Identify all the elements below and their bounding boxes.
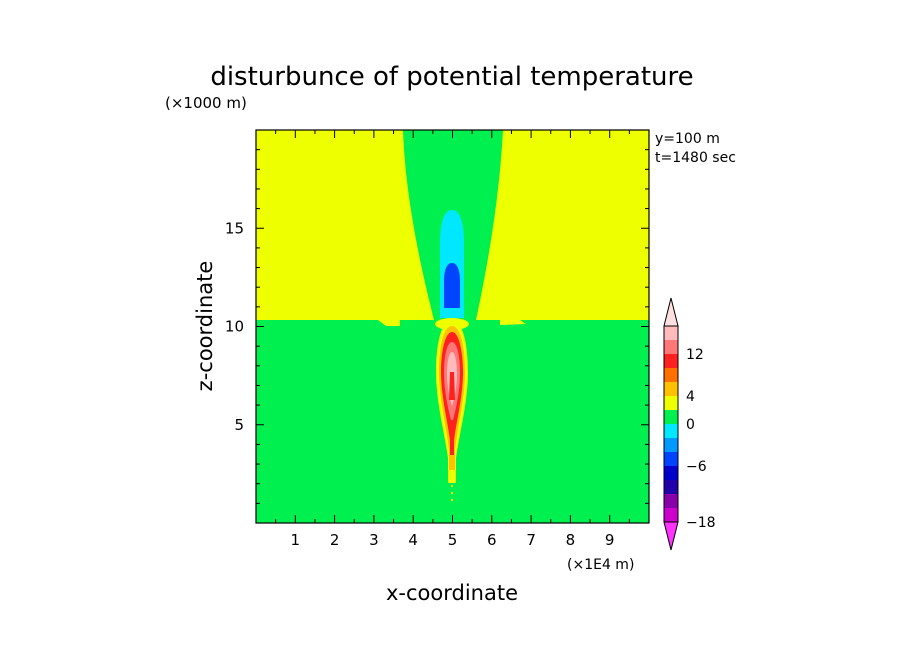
warm-plume-inner-red bbox=[449, 372, 455, 400]
x-tick-label: 3 bbox=[369, 531, 379, 549]
colorbar-band bbox=[664, 354, 678, 368]
y-unit-label: (×1000 m) bbox=[165, 94, 247, 112]
x-tick-label: 7 bbox=[526, 531, 536, 549]
plot-area bbox=[256, 130, 649, 523]
colorbar-band bbox=[664, 340, 678, 354]
colorbar-tick-label: 4 bbox=[686, 389, 695, 405]
colorbar-tick-label: −6 bbox=[686, 459, 707, 475]
x-tick-label: 6 bbox=[487, 531, 497, 549]
chart-title: disturbunce of potential temperature bbox=[210, 62, 693, 92]
x-tick-label: 4 bbox=[408, 531, 418, 549]
x-tick-label: 5 bbox=[448, 531, 458, 549]
colorbar-band bbox=[664, 508, 678, 522]
colorbar: 12 4 0 −6 −18 bbox=[663, 297, 716, 551]
y-tick-label: 5 bbox=[234, 416, 244, 434]
annotation-y: y=100 m bbox=[655, 131, 720, 147]
colorbar-tick-label: −18 bbox=[686, 515, 716, 531]
x-axis-title: x-coordinate bbox=[386, 581, 518, 605]
x-tick-label: 9 bbox=[605, 531, 615, 549]
colorbar-band bbox=[664, 368, 678, 382]
cold-anomaly-core bbox=[444, 263, 460, 308]
colorbar-band bbox=[664, 452, 678, 466]
colorbar-band bbox=[664, 480, 678, 494]
annotation-t: t=1480 sec bbox=[655, 150, 736, 166]
y-axis-ticks: 5 10 15 bbox=[225, 129, 649, 524]
y-tick-label: 15 bbox=[225, 219, 244, 237]
colorbar-band bbox=[664, 410, 678, 424]
x-tick-label: 1 bbox=[291, 531, 301, 549]
interface-step-right bbox=[500, 320, 526, 325]
colorbar-band bbox=[664, 424, 678, 438]
x-tick-label: 8 bbox=[566, 531, 576, 549]
colorbar-tick-label: 0 bbox=[686, 417, 695, 433]
x-tick-label: 2 bbox=[330, 531, 340, 549]
colorbar-band bbox=[664, 438, 678, 452]
colorbar-frame bbox=[663, 325, 679, 523]
colorbar-band bbox=[664, 466, 678, 480]
colorbar-bottom-extension bbox=[663, 521, 679, 551]
colorbar-band bbox=[664, 494, 678, 508]
x-axis-ticks: 1 2 3 4 5 6 7 8 9 bbox=[255, 130, 650, 549]
interface-step-left bbox=[378, 320, 400, 326]
x-unit-label: (×1E4 m) bbox=[567, 557, 634, 573]
y-tick-label: 10 bbox=[225, 318, 244, 336]
colorbar-band bbox=[664, 382, 678, 396]
colorbar-band bbox=[664, 396, 678, 410]
colorbar-band bbox=[664, 326, 678, 340]
y-axis-title: z-coordinate bbox=[193, 261, 217, 392]
colorbar-top-extension bbox=[663, 297, 679, 327]
colorbar-tick-label: 12 bbox=[686, 347, 704, 363]
